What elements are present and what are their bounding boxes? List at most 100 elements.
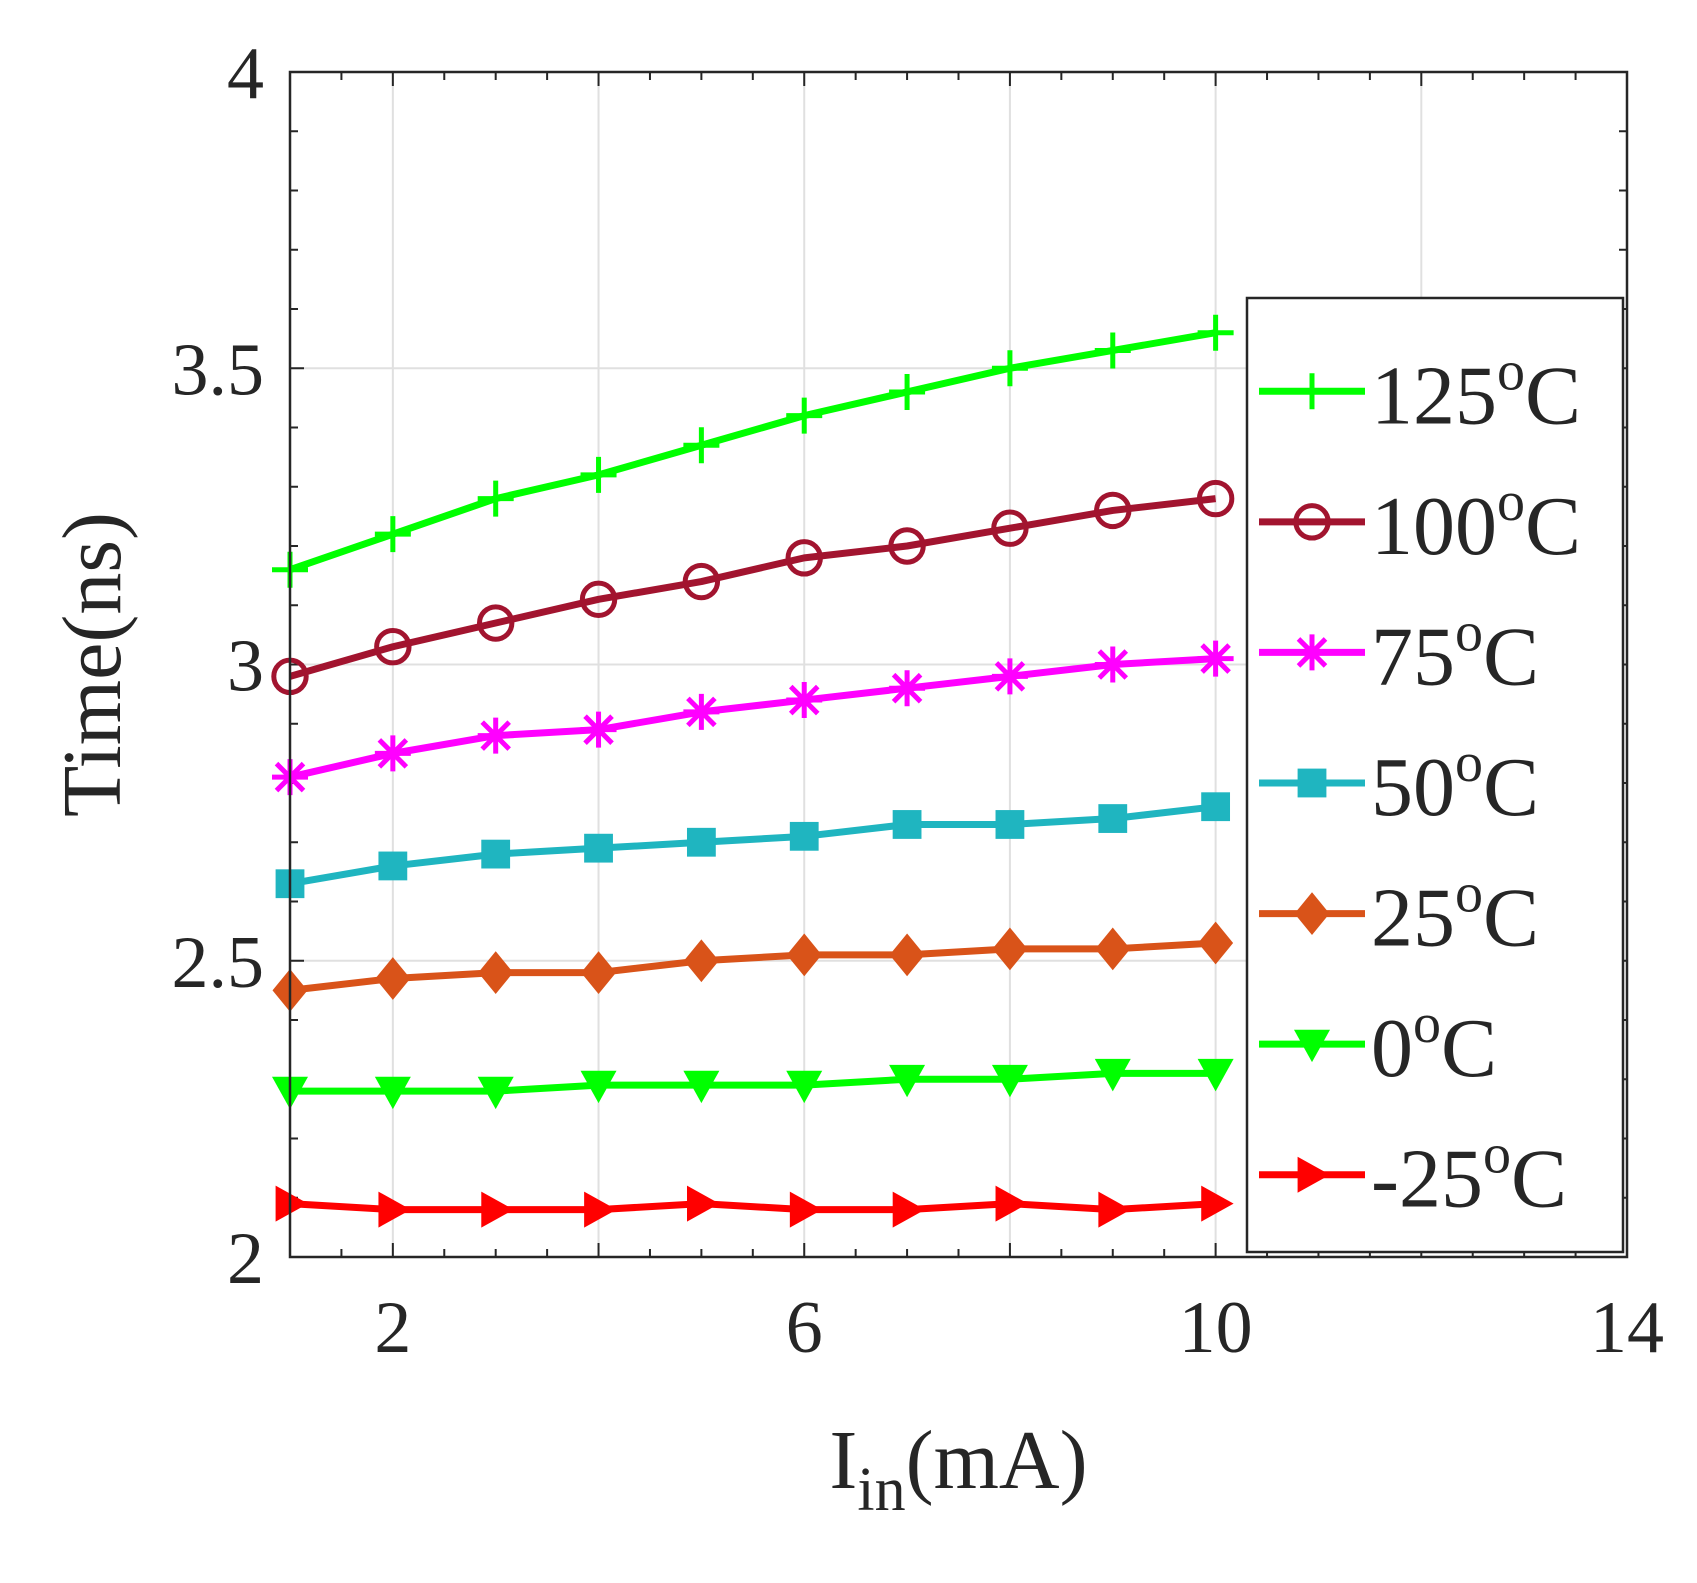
data-point [888, 527, 926, 565]
data-point [683, 693, 720, 730]
data-point [785, 539, 823, 577]
data-point [584, 1191, 617, 1228]
legend-item: 25oC [1259, 863, 1539, 965]
data-point [683, 427, 720, 464]
data-point [892, 1191, 926, 1228]
x-axis-label-subscript: in [857, 1456, 905, 1524]
legend-label-degree: o [1483, 1124, 1511, 1186]
series-line [289, 655, 1216, 781]
x-axis-label-main: I [829, 1414, 857, 1507]
data-point [476, 604, 515, 642]
x-tick-label: 14 [1590, 1287, 1664, 1369]
data-point [889, 373, 926, 410]
data-point [374, 735, 411, 772]
data-point [992, 927, 1028, 971]
legend-label-value: 125 [1371, 349, 1497, 442]
legend-label: 125oC [1371, 340, 1581, 442]
data-point [889, 933, 925, 977]
legend-label-unit: C [1525, 480, 1581, 573]
data-point [481, 1191, 514, 1228]
data-point [275, 1185, 308, 1222]
y-tick-label: 2 [227, 1218, 264, 1300]
data-point [991, 509, 1029, 547]
data-point [477, 1076, 514, 1110]
x-tick-label: 10 [1179, 1287, 1253, 1369]
y-tick-label: 3 [227, 626, 264, 708]
data-point [1201, 1185, 1234, 1222]
tick-labels: 2 6 10 14 2 2.5 3 3.5 4 [172, 33, 1665, 1369]
legend-label-value: 50 [1371, 741, 1455, 834]
data-point [789, 821, 819, 851]
legend-label-degree: o [1455, 732, 1483, 794]
legend-label-degree: o [1497, 471, 1525, 533]
y-axis-label: Time(ns) [46, 512, 139, 817]
legend-marker [1294, 892, 1330, 935]
data-point [580, 1070, 617, 1104]
data-point [889, 1064, 926, 1098]
legend-label-value: 25 [1371, 872, 1455, 965]
series-line [288, 329, 1217, 574]
series-5 [272, 1058, 1234, 1110]
legend-label-unit: C [1483, 741, 1539, 834]
legend-marker [1297, 768, 1327, 798]
data-point [478, 951, 514, 994]
data-point [1095, 927, 1131, 971]
series-line [289, 1200, 1216, 1214]
data-point [789, 1191, 823, 1228]
x-tick-label: 2 [374, 1287, 411, 1369]
data-point [892, 810, 922, 839]
data-point [1197, 1058, 1234, 1092]
legend-label: 50oC [1371, 732, 1539, 834]
data-point [581, 951, 617, 994]
series-6 [275, 1185, 1234, 1228]
data-point [374, 628, 412, 666]
data-point [374, 1076, 411, 1110]
series-line [290, 1069, 1216, 1095]
legend-item: 0oC [1259, 993, 1497, 1095]
series-line [289, 939, 1216, 994]
data-point [995, 810, 1025, 839]
data-point [1197, 314, 1234, 351]
legend-label-value: 0 [1371, 1002, 1413, 1095]
legend-label: 75oC [1371, 601, 1539, 703]
data-point [1196, 479, 1235, 518]
legend-marker [1294, 1029, 1330, 1063]
data-point [1094, 491, 1132, 530]
series-layer [271, 314, 1235, 1228]
data-point [378, 851, 408, 881]
x-axis-label-unit: (mA) [906, 1414, 1088, 1507]
y-tick-label: 2.5 [172, 922, 265, 1004]
legend-label: 0oC [1371, 993, 1497, 1095]
legend-label-unit: C [1525, 349, 1581, 442]
data-point [477, 717, 514, 754]
legend-item: 100oC [1259, 471, 1581, 573]
data-point [786, 397, 823, 434]
data-point [580, 456, 617, 493]
legend-label-value: 75 [1371, 610, 1455, 703]
legend-label-degree: o [1497, 340, 1525, 402]
data-point [584, 833, 613, 863]
data-point [580, 711, 617, 748]
data-point [991, 658, 1028, 695]
legend-label: -25oC [1371, 1124, 1567, 1226]
legend-label-value: 100 [1371, 480, 1497, 573]
data-point [378, 1191, 411, 1228]
data-point [1197, 640, 1234, 677]
data-point [1198, 921, 1234, 965]
data-point [1094, 332, 1131, 369]
legend-marker [1293, 503, 1331, 541]
plot-area-frame [288, 70, 1629, 1259]
data-point [375, 957, 411, 1000]
data-point [682, 562, 721, 601]
series-line [289, 803, 1217, 888]
legend-label-unit: C [1511, 1133, 1567, 1226]
data-point [477, 480, 514, 517]
data-point [1094, 1058, 1131, 1092]
legend-label-value: -25 [1371, 1133, 1483, 1226]
data-point [1201, 792, 1231, 822]
legend-label-degree: o [1455, 601, 1483, 663]
y-tick-label: 3.5 [172, 329, 265, 411]
data-point [889, 670, 926, 707]
data-point [786, 682, 823, 719]
